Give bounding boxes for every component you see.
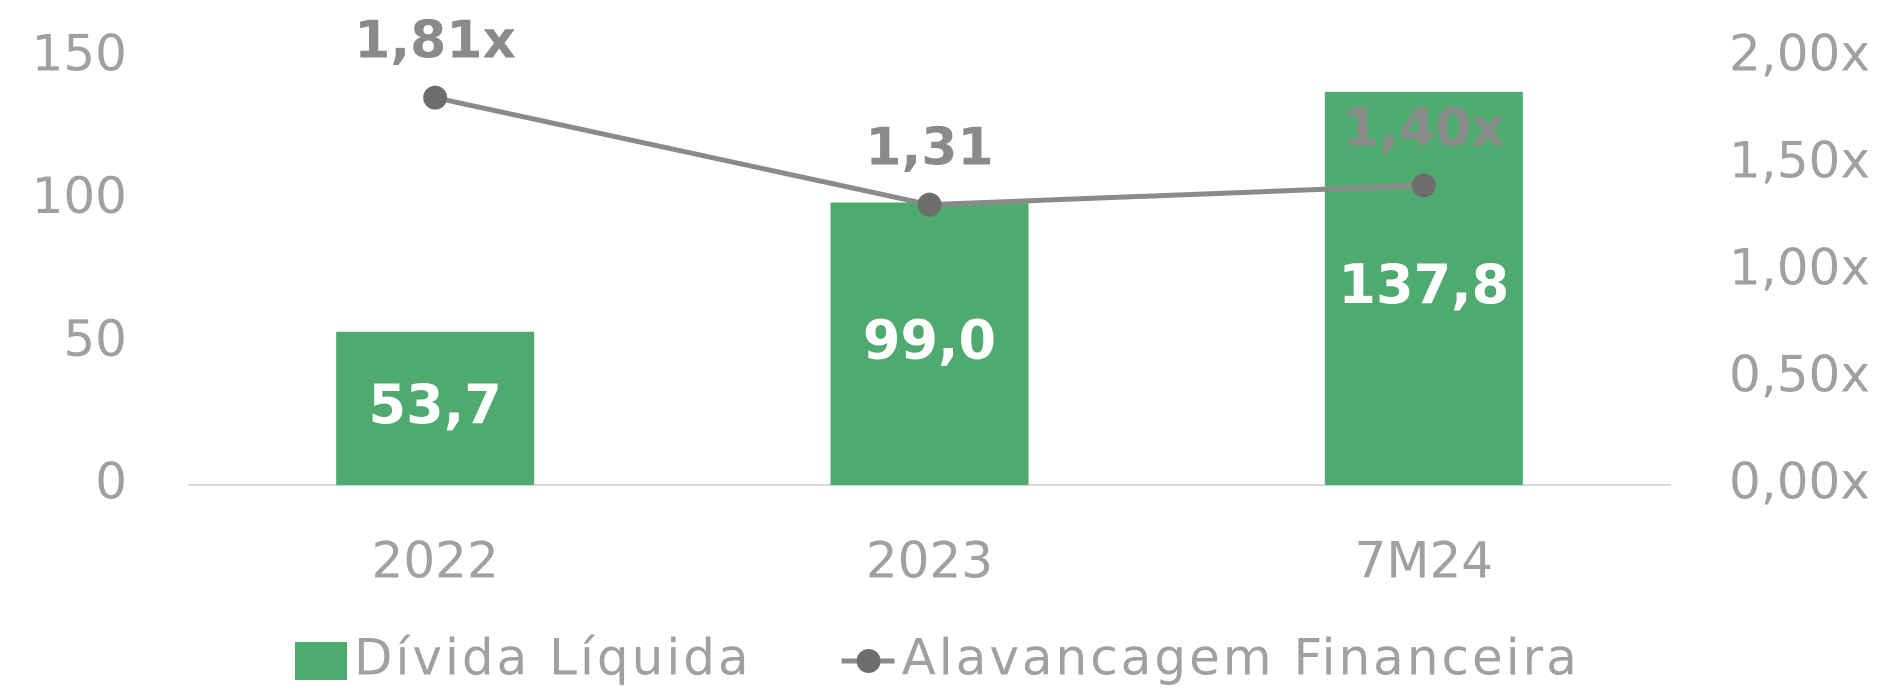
x-tick-label: 2022: [372, 532, 499, 590]
y-tick-label: 0: [95, 453, 127, 511]
line-value-label: 1,40x: [1343, 98, 1505, 158]
x-tick-label: 7M24: [1355, 532, 1494, 590]
bar-value-label: 137,8: [1338, 253, 1509, 316]
y2-tick-label: 0,00x: [1729, 453, 1870, 511]
bar: [336, 331, 535, 485]
legend-label: Alavancagem Financeira: [902, 629, 1580, 687]
y-tick-label: 50: [63, 310, 127, 368]
bar-value-label: 99,0: [863, 308, 996, 371]
legend-marker: [856, 649, 881, 673]
line-marker: [423, 85, 448, 110]
y2-tick-label: 2,00x: [1729, 25, 1870, 83]
y2-tick-label: 1,50x: [1729, 132, 1870, 190]
legend-label: Dívida Líquida: [354, 629, 752, 687]
y2-tick-label: 0,50x: [1729, 346, 1870, 404]
bar-value-label: 53,7: [369, 373, 502, 436]
line-value-label: 1,31: [865, 118, 993, 178]
bar: [1324, 91, 1523, 485]
line-marker: [1411, 173, 1436, 198]
y2-tick-label: 1,00x: [1729, 239, 1870, 297]
bar: [830, 202, 1029, 485]
line-marker: [917, 192, 942, 217]
y-tick-label: 100: [32, 167, 127, 225]
legend-swatch: [295, 642, 347, 680]
x-tick-label: 2023: [866, 532, 993, 590]
line-value-label: 1,81x: [354, 11, 516, 71]
y-tick-label: 150: [32, 25, 127, 83]
